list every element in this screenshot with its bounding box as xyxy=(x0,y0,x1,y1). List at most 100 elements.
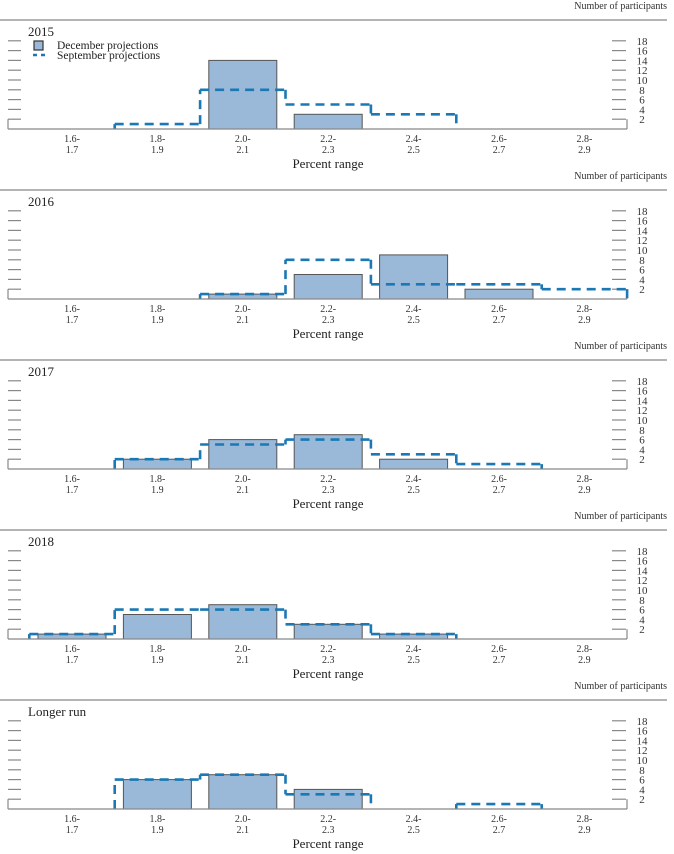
x-tick-label-bottom: 2.1 xyxy=(237,145,250,156)
chart-panel-2017: Number of participants 2017 24681012141618… xyxy=(0,341,667,511)
x-tick-label-bottom: 2.1 xyxy=(237,825,250,836)
x-tick-label-bottom: 2.1 xyxy=(237,485,250,496)
bar-december xyxy=(122,614,192,640)
x-tick-label-bottom: 2.7 xyxy=(493,145,506,156)
x-tick-label-top: 1.8- xyxy=(149,134,165,145)
legend-swatch-december xyxy=(33,40,44,51)
x-axis-title: Percent range xyxy=(292,836,363,851)
y-axis-label: Number of participants xyxy=(574,171,667,182)
x-tick-label-bottom: 1.9 xyxy=(151,655,164,666)
x-tick-label-top: 2.0- xyxy=(235,814,251,825)
y-tick-label: 6 xyxy=(639,605,645,617)
y-tick-label: 10 xyxy=(637,75,649,87)
legend-label-december: December projections xyxy=(57,40,159,52)
y-tick-label: 18 xyxy=(637,206,649,218)
y-tick-label: 10 xyxy=(637,755,649,767)
y-tick-label: 16 xyxy=(637,556,649,568)
x-tick-label-bottom: 2.9 xyxy=(578,655,591,666)
x-tick-label-bottom: 2.3 xyxy=(322,145,335,156)
y-tick-label: 6 xyxy=(639,775,645,787)
panel-title: 2016 xyxy=(28,194,55,209)
y-tick-label: 2 xyxy=(639,454,645,466)
x-tick-label-bottom: 2.9 xyxy=(578,145,591,156)
x-axis-title: Percent range xyxy=(292,326,363,341)
y-tick-label: 4 xyxy=(639,104,645,116)
y-tick-label: 12 xyxy=(637,575,648,587)
panel-title: 2017 xyxy=(28,364,55,379)
y-tick-label: 18 xyxy=(637,36,649,48)
y-tick-label: 14 xyxy=(637,395,649,407)
x-tick-label-bottom: 1.9 xyxy=(151,315,164,326)
x-tick-label-top: 2.0- xyxy=(235,134,251,145)
bar-december xyxy=(379,254,449,300)
y-tick-label: 6 xyxy=(639,435,645,447)
x-tick-label-top: 2.4- xyxy=(406,474,422,485)
x-tick-label-top: 2.6- xyxy=(491,644,507,655)
y-tick-label: 8 xyxy=(639,595,645,607)
y-tick-label: 18 xyxy=(637,376,649,388)
y-tick-label: 16 xyxy=(637,46,649,58)
bar-december xyxy=(208,59,278,130)
bar-december xyxy=(293,274,363,300)
y-tick-label: 4 xyxy=(639,274,645,286)
x-tick-label-bottom: 1.9 xyxy=(151,485,164,496)
x-tick-label-bottom: 1.7 xyxy=(66,485,79,496)
x-tick-label-top: 2.6- xyxy=(491,134,507,145)
x-tick-label-top: 2.6- xyxy=(491,814,507,825)
y-tick-label: 10 xyxy=(637,415,649,427)
chart-panel-longer-run: Number of participants Longer run 24681012… xyxy=(0,681,667,851)
x-tick-label-bottom: 2.3 xyxy=(322,825,335,836)
y-tick-label: 4 xyxy=(639,784,645,796)
y-tick-label: 14 xyxy=(637,735,649,747)
y-axis-label: Number of participants xyxy=(574,511,667,522)
chart-panel-2018: Number of participants 2018 24681012141618… xyxy=(0,511,667,681)
x-tick-label-bottom: 2.5 xyxy=(407,655,420,666)
y-tick-label: 2 xyxy=(639,114,645,126)
legend-label-september: September projections xyxy=(57,50,161,62)
x-tick-label-top: 2.0- xyxy=(235,474,251,485)
x-tick-label-bottom: 2.1 xyxy=(237,655,250,666)
y-tick-label: 16 xyxy=(637,216,649,228)
x-tick-label-top: 1.6- xyxy=(64,134,80,145)
x-tick-label-top: 2.4- xyxy=(406,134,422,145)
y-tick-label: 6 xyxy=(639,95,645,107)
x-tick-label-bottom: 1.7 xyxy=(66,315,79,326)
y-tick-label: 12 xyxy=(637,405,648,417)
bar-december xyxy=(293,623,363,640)
x-tick-label-bottom: 2.5 xyxy=(407,485,420,496)
x-tick-label-bottom: 2.5 xyxy=(407,825,420,836)
x-axis-title: Percent range xyxy=(292,666,363,681)
x-tick-label-bottom: 2.9 xyxy=(578,485,591,496)
y-tick-label: 16 xyxy=(637,386,649,398)
x-tick-label-bottom: 2.7 xyxy=(493,315,506,326)
x-tick-label-bottom: 2.5 xyxy=(407,145,420,156)
x-tick-label-bottom: 2.9 xyxy=(578,315,591,326)
x-tick-label-top: 2.2- xyxy=(320,814,336,825)
x-tick-label-bottom: 1.9 xyxy=(151,145,164,156)
panel-title: 2015 xyxy=(28,24,54,39)
x-tick-label-top: 2.6- xyxy=(491,304,507,315)
x-tick-label-bottom: 2.5 xyxy=(407,315,420,326)
chart-panel-2015: Number of participants 2015 24681012141618… xyxy=(0,1,667,171)
x-tick-label-top: 2.8- xyxy=(576,644,592,655)
x-tick-label-top: 2.0- xyxy=(235,304,251,315)
y-tick-label: 8 xyxy=(639,255,645,267)
x-tick-label-top: 1.6- xyxy=(64,644,80,655)
x-tick-label-bottom: 1.9 xyxy=(151,825,164,836)
y-tick-label: 10 xyxy=(637,245,649,257)
y-tick-label: 8 xyxy=(639,85,645,97)
bar-december xyxy=(208,774,278,810)
y-tick-label: 8 xyxy=(639,425,645,437)
x-tick-label-top: 1.8- xyxy=(149,644,165,655)
x-tick-label-bottom: 2.3 xyxy=(322,655,335,666)
y-tick-label: 10 xyxy=(637,585,649,597)
x-tick-label-top: 1.8- xyxy=(149,474,165,485)
x-tick-label-top: 2.6- xyxy=(491,474,507,485)
x-axis-title: Percent range xyxy=(292,156,363,171)
x-tick-label-bottom: 2.9 xyxy=(578,825,591,836)
y-tick-label: 12 xyxy=(637,235,648,247)
x-tick-label-bottom: 1.7 xyxy=(66,145,79,156)
x-tick-label-top: 2.4- xyxy=(406,644,422,655)
